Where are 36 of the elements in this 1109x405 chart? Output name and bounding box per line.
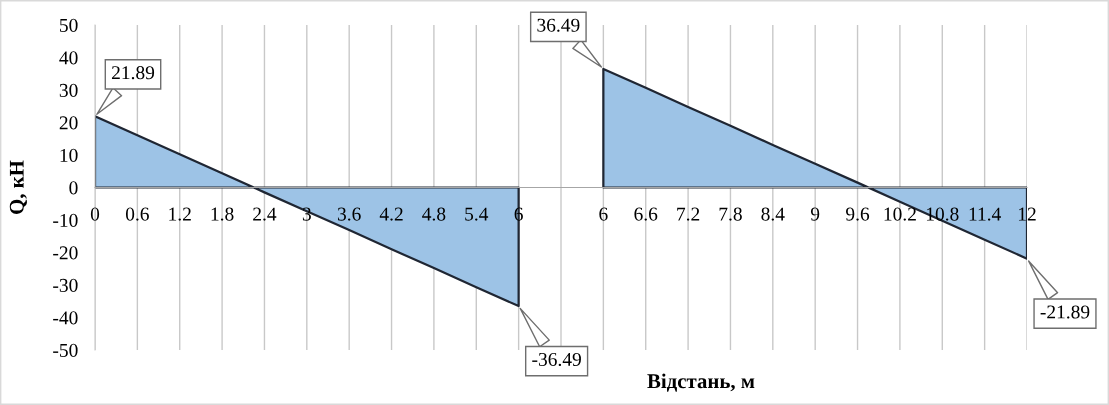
- x-tick-label: 5.4: [465, 207, 489, 221]
- x-tick-label: 8.4: [761, 207, 785, 221]
- x-tick-label: 4.8: [422, 207, 446, 221]
- y-tick-label: 10: [60, 148, 78, 162]
- x-axis-title: Відстань, м: [647, 373, 755, 392]
- x-tick-label: 7.2: [677, 207, 700, 221]
- x-tick-label: 10.2: [884, 207, 916, 221]
- y-tick-label: -40: [53, 311, 78, 325]
- y-tick-label: -50: [53, 343, 78, 357]
- data-label: -21.89: [1040, 305, 1090, 319]
- x-tick-label: 3.6: [337, 207, 361, 221]
- y-tick-label: -20: [53, 246, 78, 260]
- x-tick-label: 11.4: [969, 207, 1001, 221]
- y-tick-label: 50: [60, 18, 78, 32]
- x-tick-label: 7.8: [719, 207, 742, 221]
- x-tick-label: 1.2: [169, 207, 191, 221]
- x-tick-label: 1.8: [211, 207, 234, 221]
- y-tick-label: 20: [59, 116, 78, 130]
- x-tick-label: 9.6: [846, 207, 870, 221]
- x-tick-label: 4.2: [379, 207, 403, 221]
- y-tick-label: -10: [53, 213, 78, 227]
- x-tick-label: 2.4: [253, 207, 277, 221]
- data-label: -36.49: [532, 352, 581, 367]
- y-tick-label: 30: [59, 83, 78, 97]
- data-label: 36.49: [537, 18, 580, 32]
- x-tick-label: 0: [90, 207, 100, 221]
- x-tick-label: 6: [599, 207, 608, 221]
- y-tick-label: 0: [69, 181, 78, 195]
- x-tick-label: 9: [810, 207, 820, 221]
- y-axis-title: Q, кН: [9, 160, 27, 214]
- y-tick-label: -30: [53, 278, 78, 292]
- x-tick-label: 6.6: [634, 207, 658, 221]
- y-tick-label: 40: [59, 51, 78, 65]
- x-tick-label: 10.8: [926, 207, 959, 221]
- data-label: 21.89: [111, 66, 155, 80]
- x-tick-label: 0.6: [125, 207, 149, 221]
